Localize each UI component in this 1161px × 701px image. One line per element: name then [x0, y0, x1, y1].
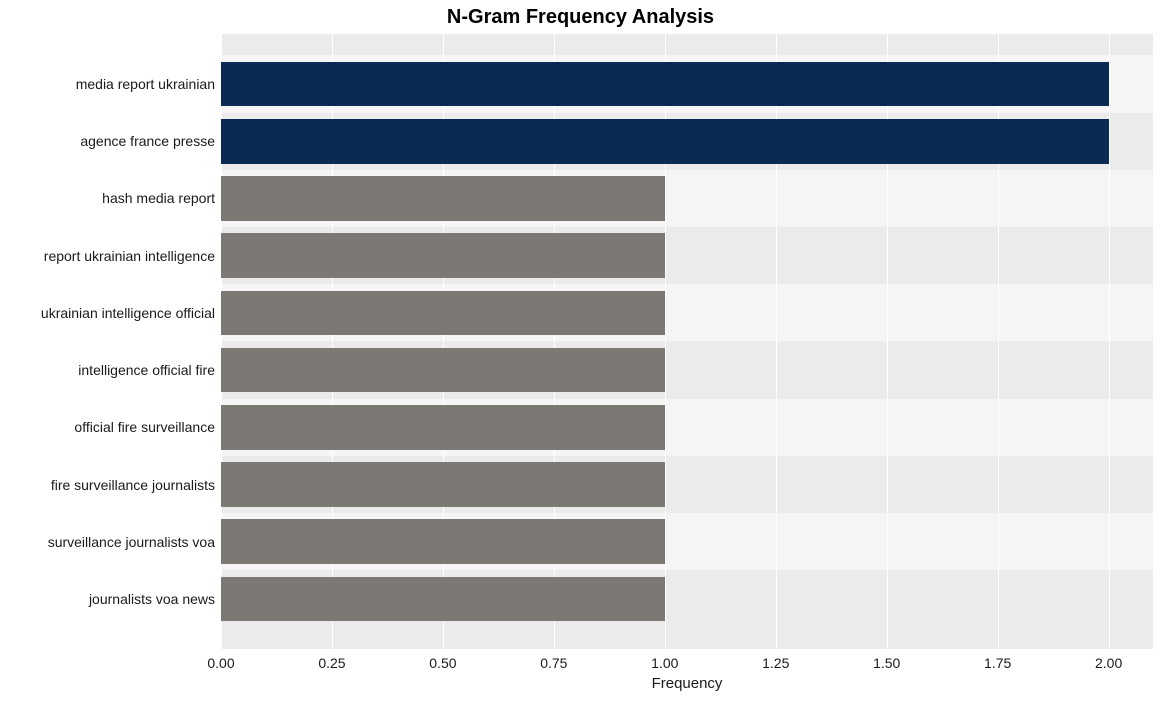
- grid-line: [1109, 34, 1110, 649]
- x-tick-label: 1.50: [873, 649, 900, 671]
- x-tick-label: 1.75: [984, 649, 1011, 671]
- y-tick-label: official fire surveillance: [74, 419, 221, 435]
- y-tick-label: agence france presse: [80, 133, 221, 149]
- ngram-bar-chart: N-Gram Frequency Analysis Frequency 0.00…: [0, 0, 1161, 701]
- bar: [221, 577, 665, 622]
- bar: [221, 291, 665, 336]
- plot-area: Frequency 0.000.250.500.751.001.251.501.…: [221, 34, 1153, 649]
- bar: [221, 233, 665, 278]
- x-tick-label: 0.50: [429, 649, 456, 671]
- y-tick-label: ukrainian intelligence official: [41, 305, 221, 321]
- y-tick-label: fire surveillance journalists: [51, 477, 221, 493]
- y-tick-label: surveillance journalists voa: [48, 534, 221, 550]
- bar: [221, 519, 665, 564]
- bar: [221, 348, 665, 393]
- x-tick-label: 1.00: [651, 649, 678, 671]
- x-tick-label: 1.25: [762, 649, 789, 671]
- x-tick-label: 0.00: [207, 649, 234, 671]
- x-tick-label: 2.00: [1095, 649, 1122, 671]
- bar: [221, 176, 665, 221]
- x-tick-label: 0.75: [540, 649, 567, 671]
- bar: [221, 405, 665, 450]
- bar: [221, 62, 1109, 107]
- y-tick-label: media report ukrainian: [76, 76, 221, 92]
- chart-title: N-Gram Frequency Analysis: [0, 6, 1161, 29]
- y-tick-label: report ukrainian intelligence: [44, 248, 221, 264]
- y-tick-label: intelligence official fire: [78, 362, 221, 378]
- x-axis-title: Frequency: [652, 675, 723, 692]
- bar: [221, 119, 1109, 164]
- x-tick-label: 0.25: [318, 649, 345, 671]
- bar: [221, 462, 665, 507]
- y-tick-label: journalists voa news: [89, 591, 221, 607]
- y-tick-label: hash media report: [102, 190, 221, 206]
